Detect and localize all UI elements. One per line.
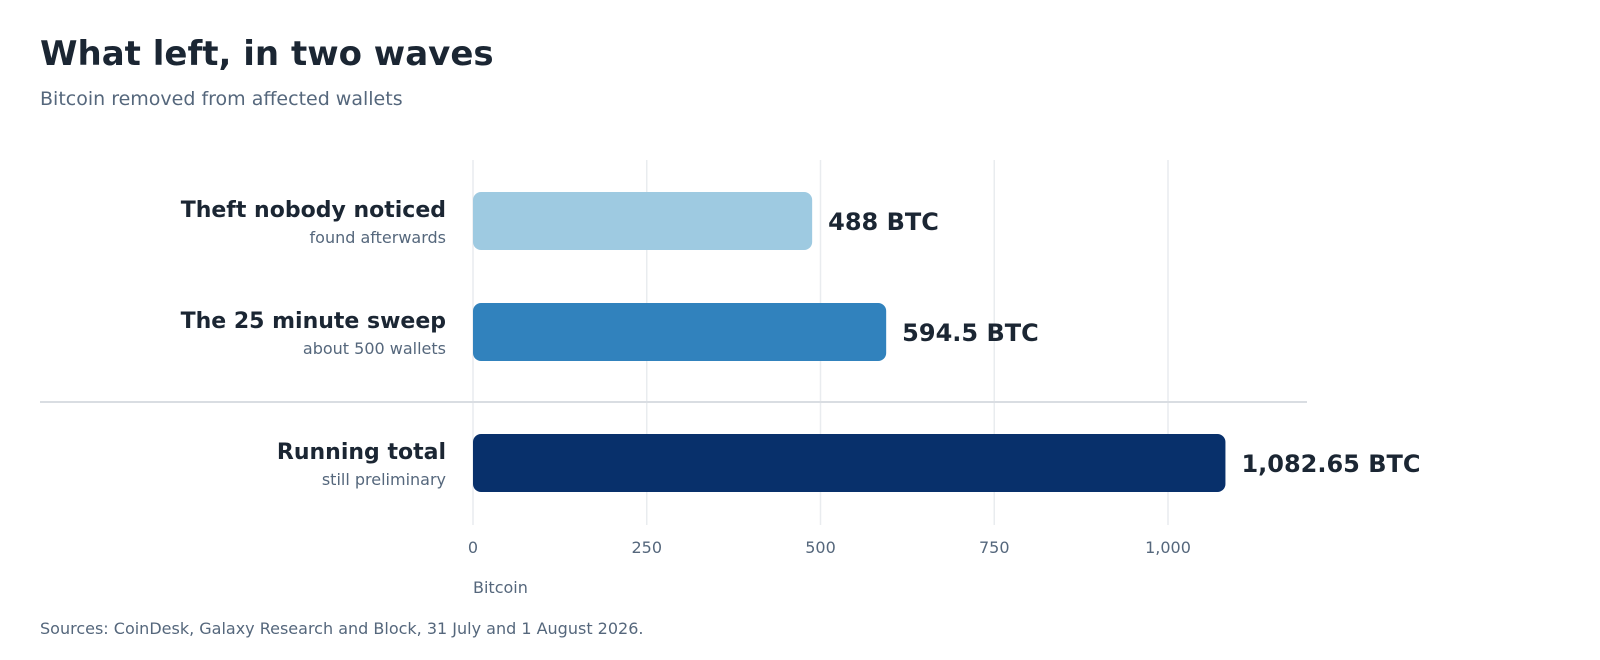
- bar-value-label: 594.5 BTC: [902, 319, 1039, 347]
- category-label: Theft nobody noticed: [181, 198, 446, 223]
- category-sublabel: found afterwards: [310, 228, 446, 247]
- category-label: Running total: [277, 440, 446, 465]
- x-tick-label: 750: [979, 538, 1010, 557]
- x-tick-label: 500: [805, 538, 836, 557]
- x-tick-label: 250: [631, 538, 662, 557]
- chart-subtitle: Bitcoin removed from affected wallets: [40, 88, 403, 110]
- bar-value-label: 488 BTC: [828, 208, 939, 236]
- chart-title: What left, in two waves: [40, 34, 494, 74]
- bar: [473, 192, 813, 250]
- category-label: The 25 minute sweep: [181, 309, 446, 334]
- category-sublabel: still preliminary: [322, 470, 446, 489]
- x-tick-label: 1,000: [1145, 538, 1191, 557]
- bar: [473, 434, 1226, 492]
- bar: [473, 303, 887, 361]
- source-note: Sources: CoinDesk, Galaxy Research and B…: [40, 619, 644, 638]
- category-sublabel: about 500 wallets: [303, 339, 446, 358]
- x-axis-label: Bitcoin: [473, 578, 528, 597]
- bar-value-label: 1,082.65 BTC: [1241, 450, 1420, 478]
- x-tick-label: 0: [468, 538, 478, 557]
